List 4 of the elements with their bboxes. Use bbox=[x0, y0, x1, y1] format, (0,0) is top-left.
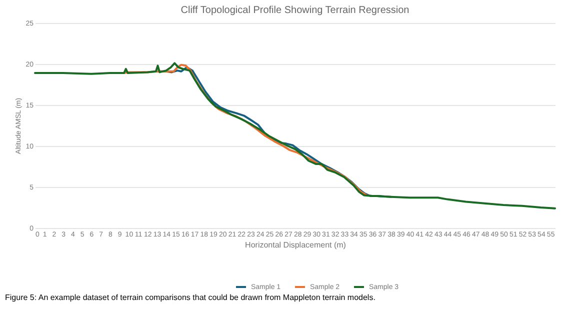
chart-title: Cliff Topological Profile Showing Terrain Regression bbox=[180, 5, 410, 16]
x-axis-title: Horizontal Displacement (m) bbox=[245, 240, 346, 250]
line-series bbox=[34, 62, 556, 210]
caption: Figure 5: An example dataset of terrain comparisons that could be drawn from Mappleton terrain models. bbox=[5, 293, 376, 302]
